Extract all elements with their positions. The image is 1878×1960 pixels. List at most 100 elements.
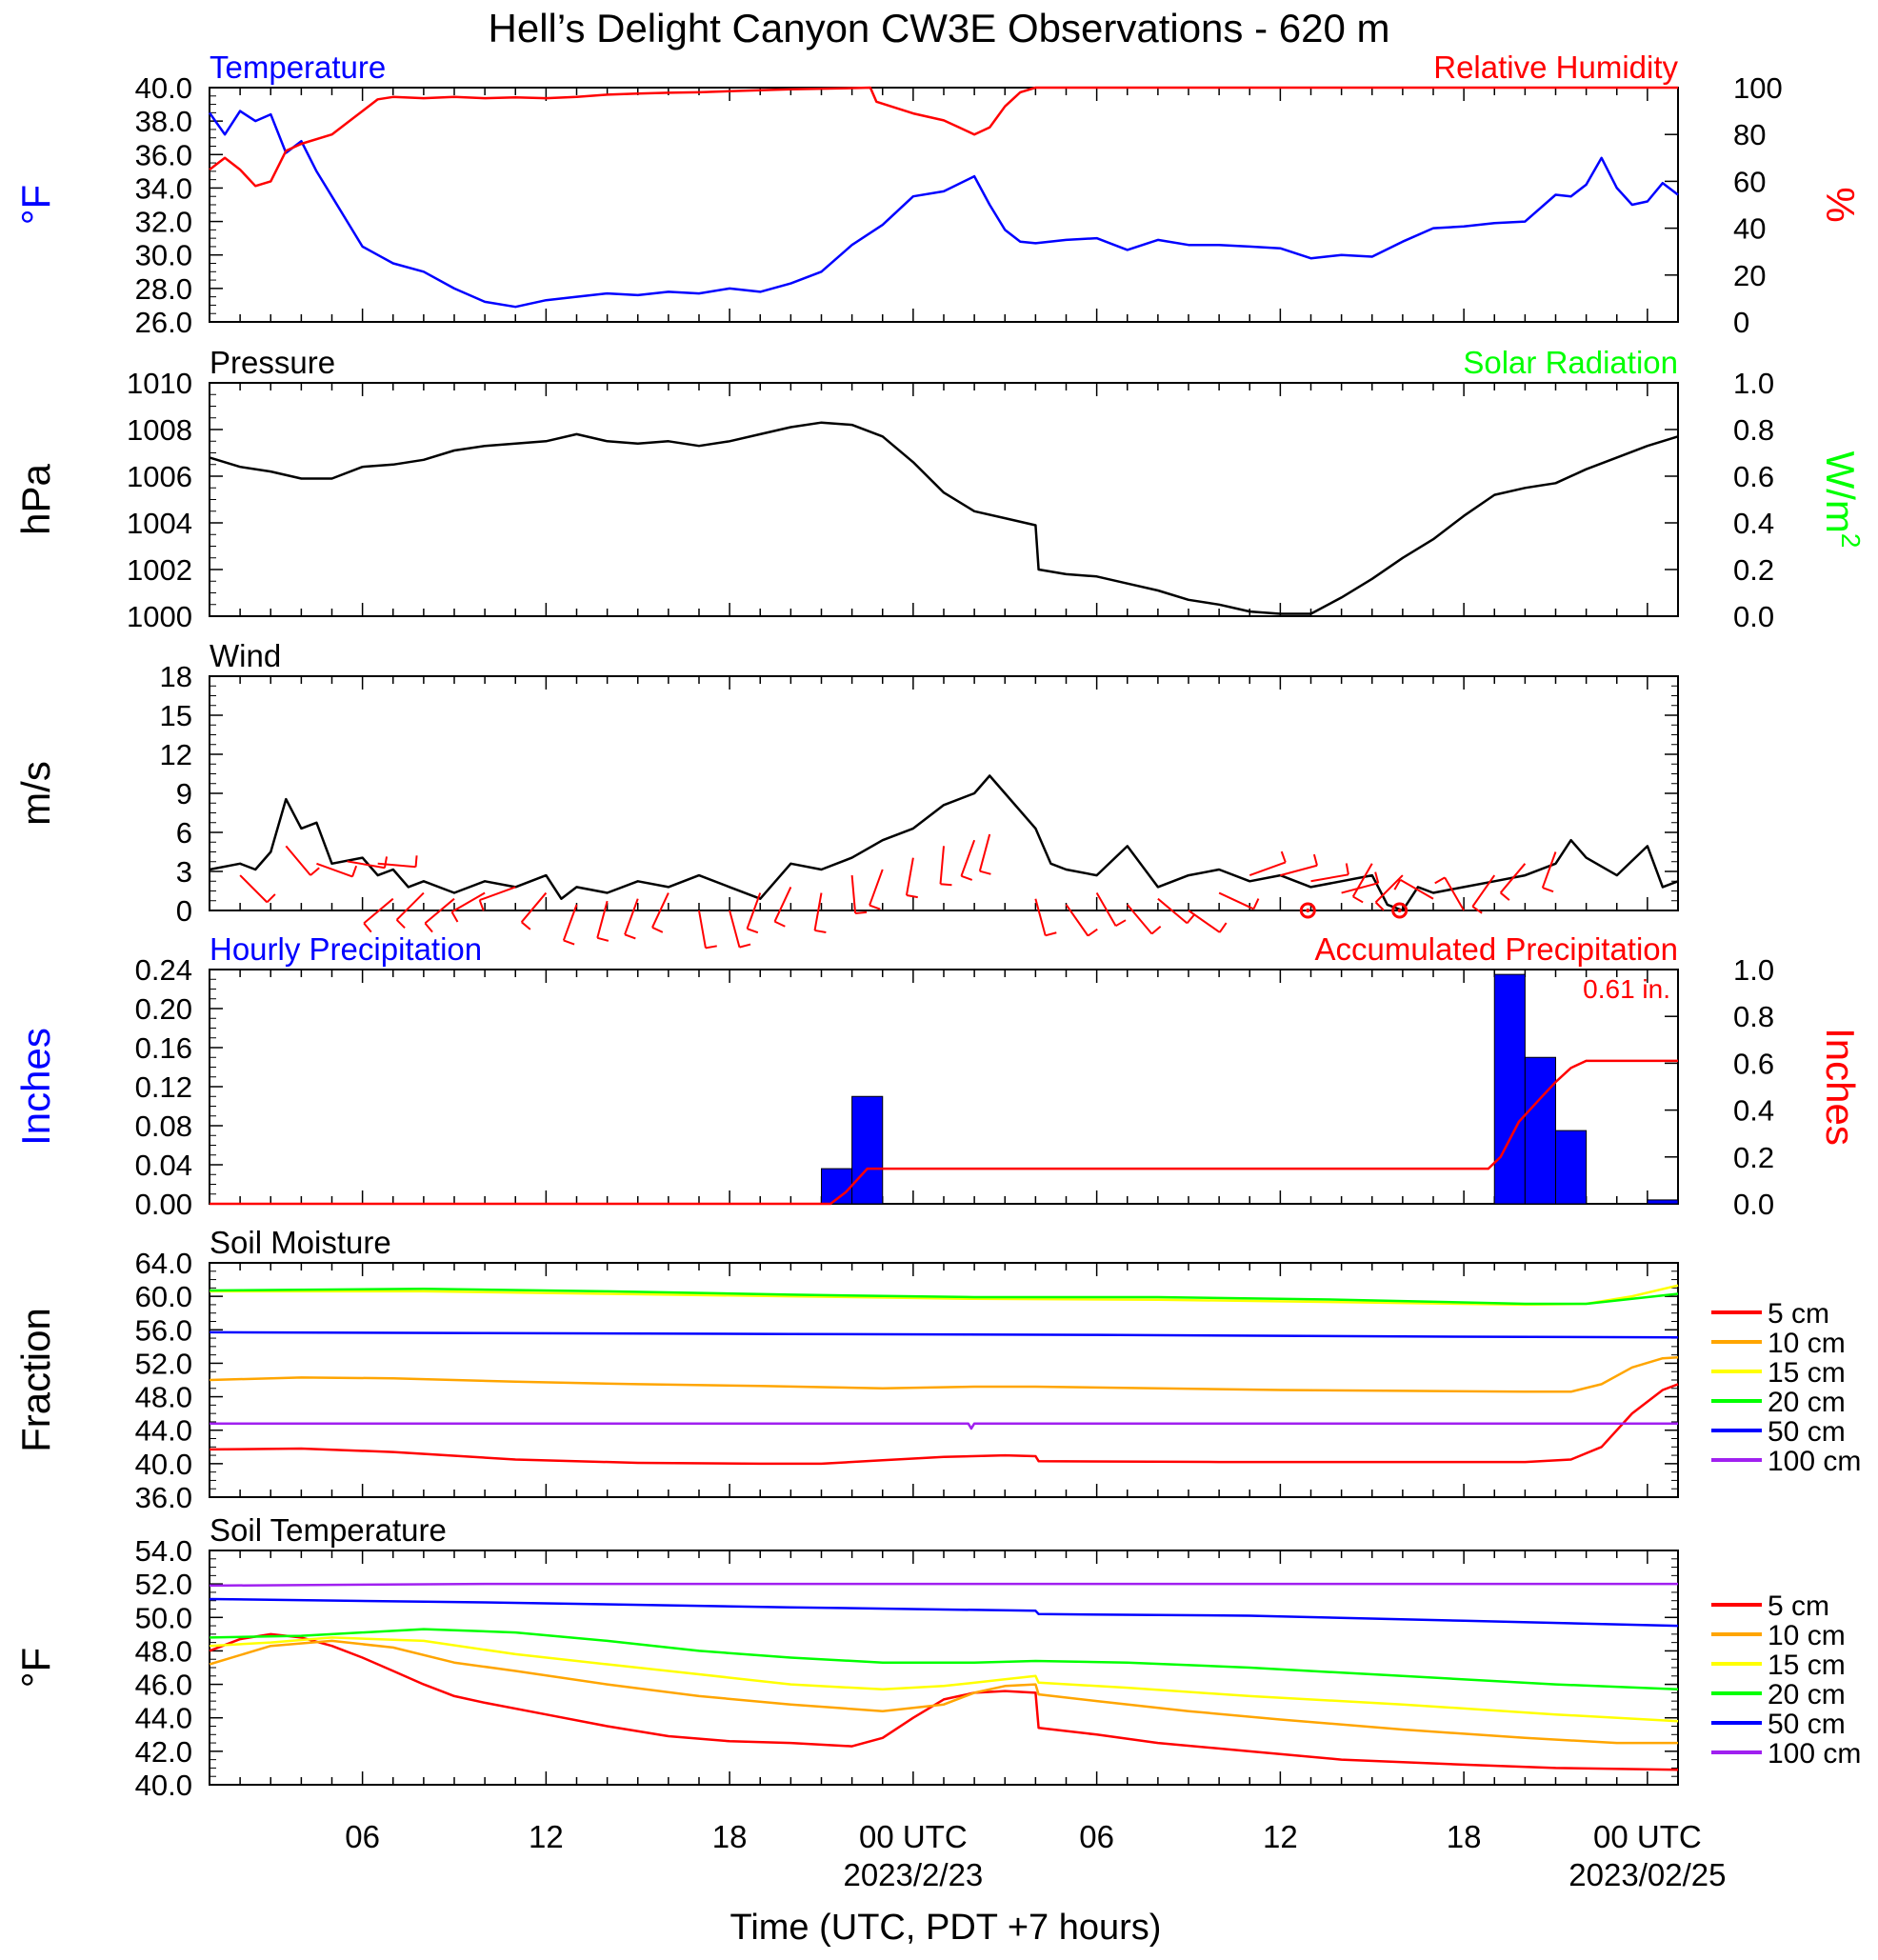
y-axis-label-left: °F (13, 1648, 58, 1688)
y-tick-label: 34.0 (135, 171, 192, 205)
wind-barb (869, 869, 884, 906)
y-tick-label: 0.16 (135, 1031, 192, 1065)
y-right-tick-label: 0.6 (1733, 1047, 1774, 1080)
wind-barb-flag (1471, 906, 1483, 914)
series-line-100cm (210, 1422, 1678, 1430)
legend-label: 15 cm (1768, 1357, 1846, 1389)
y-right-tick-label: 1.0 (1733, 953, 1774, 987)
wind-barb-flag (563, 939, 575, 946)
series-line-5cm (209, 1383, 1679, 1466)
panel-title-left: Soil Temperature (210, 1512, 447, 1548)
y-tick-label: 36.0 (135, 138, 192, 171)
legend-label: 50 cm (1768, 1709, 1846, 1740)
y-tick-label: 0.08 (135, 1110, 192, 1143)
legend-label: 20 cm (1768, 1387, 1846, 1418)
panel-title-left: Hourly Precipitation (210, 931, 482, 967)
wind-barb (1341, 882, 1379, 894)
wind-barb (239, 874, 269, 904)
x-axis-label: Time (UTC, PDT +7 hours) (730, 1908, 1162, 1948)
precip-total-label: 0.61 in. (1583, 974, 1670, 1004)
series-line-15cm (209, 1636, 1679, 1723)
panel-soil_moisture: 36.040.044.048.052.056.060.064.0 Soil Moi… (13, 1225, 1861, 1514)
y-axis-label-right: Inches (1818, 1028, 1863, 1146)
wind-barb-flag (363, 922, 372, 933)
wind-barb-flag (351, 865, 358, 877)
figure-title: Hell’s Delight Canyon CW3E Observations … (489, 6, 1390, 50)
wind-barb-flag (940, 883, 952, 887)
legend-label: 10 cm (1768, 1620, 1846, 1651)
calm-marker-dot (1397, 909, 1402, 912)
wind-barb-flag (747, 928, 759, 934)
legend-label: 5 cm (1768, 1590, 1829, 1622)
y-tick-label: 0 (176, 894, 192, 928)
y-tick-label: 40.0 (135, 1769, 192, 1802)
wind-barb-flag (1218, 922, 1228, 933)
y-tick-label: 6 (176, 816, 192, 850)
calm-marker (1299, 902, 1316, 919)
wind-barb-flag (1252, 898, 1260, 910)
panel-title-left: Soil Moisture (210, 1225, 391, 1260)
wind-barb-flag (1500, 891, 1510, 901)
wind-barb (363, 897, 394, 925)
y-right-tick-label: 0.2 (1733, 1141, 1774, 1174)
y-tick-label: 30.0 (135, 239, 192, 272)
y-tick-label: 52.0 (135, 1568, 192, 1601)
y-right-tick-label: 60 (1733, 165, 1766, 198)
wind-barb (1351, 863, 1373, 897)
legend-label: 100 cm (1768, 1738, 1861, 1770)
calm-marker-dot (1306, 909, 1310, 912)
series-line-20cm (209, 1287, 1679, 1306)
wind-barb (1157, 897, 1189, 925)
panels: 26.028.030.032.034.036.038.040.002040608… (13, 50, 1866, 1802)
wind-barb-flag (1352, 895, 1364, 904)
x-tick-label: 00 UTC (859, 1819, 968, 1854)
legend-label: 10 cm (1768, 1328, 1846, 1359)
panel-title-left: Wind (210, 638, 281, 673)
series-line-50cm (209, 1597, 1679, 1628)
wind-barb (479, 886, 516, 902)
y-axis-label-right: % (1818, 187, 1863, 222)
wind-barb-flag (424, 922, 433, 933)
wind-barb-flag (597, 936, 609, 942)
y-tick-label: 46.0 (135, 1669, 192, 1702)
x-tick-label: 06 (1079, 1819, 1114, 1854)
y-right-tick-label: 0.2 (1733, 553, 1774, 587)
wind-barb-flag (414, 855, 418, 868)
y-tick-label: 1000 (127, 600, 192, 633)
y-tick-label: 60.0 (135, 1280, 192, 1313)
y-right-tick-label: 0.4 (1733, 507, 1774, 540)
precip-bar (1647, 1199, 1679, 1205)
y-axis-label-left: hPa (13, 463, 58, 534)
y-tick-label: 0.12 (135, 1070, 192, 1104)
wind-barb (746, 892, 762, 930)
series-line-20cm (209, 1628, 1679, 1691)
wind-barb-flag (624, 933, 636, 940)
panel-title-right: Solar Radiation (1463, 345, 1678, 380)
y-right-tick-label: 0 (1733, 306, 1749, 339)
y-axis-label-left: m/s (13, 761, 58, 826)
panel-title-left: Temperature (210, 50, 386, 85)
wind-barb (377, 862, 416, 869)
panel-title-right: Accumulated Precipitation (1314, 931, 1678, 967)
wind-barb (1249, 861, 1287, 877)
precip-bar (1493, 973, 1526, 1205)
legend-label: 15 cm (1768, 1650, 1846, 1681)
wind-barb (960, 839, 976, 877)
x-date-label: 2023/02/25 (1568, 1857, 1726, 1892)
y-tick-label: 1002 (127, 553, 192, 587)
plot-frame (209, 382, 1679, 617)
wind-barb (1034, 898, 1047, 936)
y-axis-label-right-text: % (1818, 187, 1863, 222)
wind-barb (1095, 892, 1117, 927)
series-line-0 (209, 421, 1679, 615)
y-right-tick-label: 0.6 (1733, 460, 1774, 493)
wind-barb-flag (1312, 853, 1318, 867)
wind-barb (651, 892, 669, 929)
wind-barb (520, 891, 548, 923)
wind-barb-flag (450, 911, 459, 923)
wind-barb (1126, 904, 1153, 935)
precip-bar (1555, 1130, 1588, 1205)
y-tick-label: 44.0 (135, 1702, 192, 1735)
series-line-5cm (209, 1632, 1679, 1771)
